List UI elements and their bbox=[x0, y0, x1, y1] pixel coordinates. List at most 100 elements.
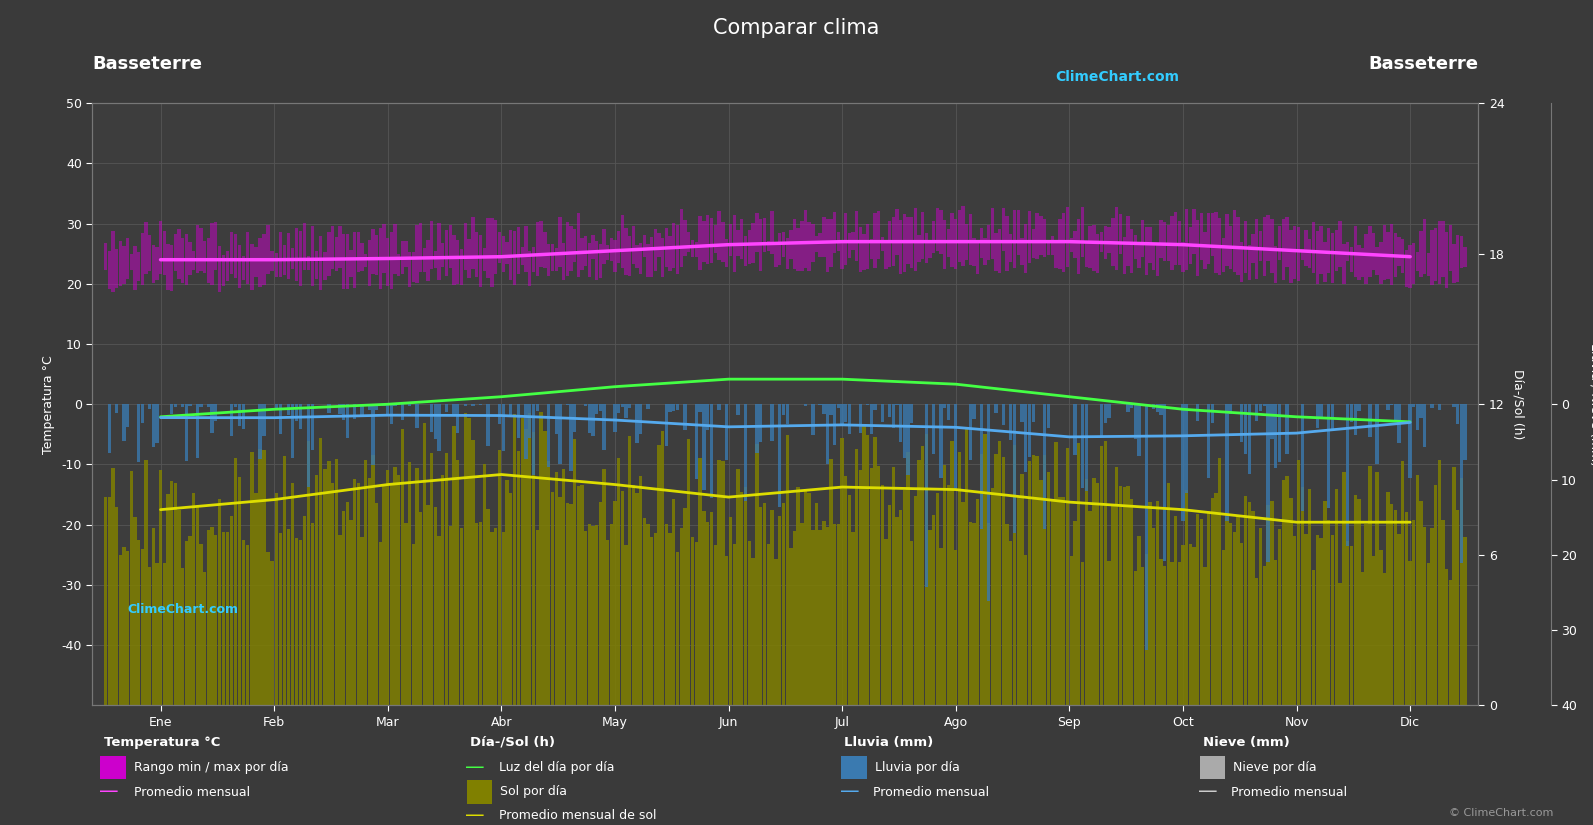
Text: Rango min / max por día: Rango min / max por día bbox=[134, 761, 288, 774]
Bar bbox=[166, 243, 169, 290]
Bar bbox=[650, 238, 653, 276]
Bar bbox=[710, 404, 714, 497]
Bar bbox=[1263, 404, 1266, 407]
Bar bbox=[796, 228, 800, 271]
Text: Comparar clima: Comparar clima bbox=[714, 18, 879, 38]
Bar bbox=[591, 404, 594, 436]
Bar bbox=[1375, 472, 1380, 705]
Bar bbox=[929, 530, 932, 705]
Bar bbox=[408, 462, 411, 705]
Bar bbox=[430, 221, 433, 269]
Bar bbox=[546, 404, 550, 467]
Bar bbox=[1316, 535, 1319, 705]
Bar bbox=[580, 485, 583, 705]
Bar bbox=[1051, 501, 1055, 705]
Bar bbox=[1324, 501, 1327, 705]
Bar bbox=[602, 469, 605, 705]
Bar bbox=[307, 256, 311, 271]
Bar bbox=[1032, 229, 1035, 258]
Bar bbox=[346, 404, 349, 438]
Bar bbox=[605, 540, 609, 705]
Bar bbox=[594, 525, 599, 705]
Bar bbox=[1427, 563, 1431, 705]
Bar bbox=[695, 542, 698, 705]
Bar bbox=[1308, 489, 1311, 705]
Bar bbox=[1188, 544, 1192, 705]
Bar bbox=[898, 404, 903, 442]
Bar bbox=[237, 245, 242, 289]
Bar bbox=[1096, 233, 1099, 273]
Bar bbox=[1074, 404, 1077, 455]
Bar bbox=[836, 233, 840, 252]
Bar bbox=[658, 233, 661, 257]
Bar bbox=[566, 503, 569, 705]
Bar bbox=[580, 238, 583, 270]
Bar bbox=[524, 428, 527, 705]
Text: Nieve (mm): Nieve (mm) bbox=[1203, 736, 1289, 749]
Text: —: — bbox=[840, 782, 859, 802]
Bar bbox=[1203, 568, 1206, 705]
Bar bbox=[433, 404, 436, 439]
Bar bbox=[1233, 531, 1236, 705]
Bar bbox=[234, 458, 237, 705]
Bar bbox=[833, 524, 836, 705]
Bar bbox=[210, 526, 213, 705]
Y-axis label: Lluvia / Nieve (mm): Lluvia / Nieve (mm) bbox=[1588, 342, 1593, 466]
Bar bbox=[1319, 225, 1322, 275]
Text: ClimeChart.com: ClimeChart.com bbox=[1056, 70, 1179, 84]
Bar bbox=[401, 429, 405, 705]
Bar bbox=[691, 537, 695, 705]
Bar bbox=[115, 507, 118, 705]
Bar bbox=[1160, 559, 1163, 705]
Bar bbox=[1375, 248, 1380, 275]
Bar bbox=[661, 431, 664, 705]
Bar bbox=[234, 233, 237, 277]
Bar bbox=[921, 446, 924, 705]
Bar bbox=[585, 236, 588, 266]
Bar bbox=[841, 404, 844, 425]
Bar bbox=[577, 486, 580, 705]
Bar bbox=[847, 495, 851, 705]
Bar bbox=[1349, 546, 1352, 705]
Bar bbox=[1145, 228, 1149, 276]
Bar bbox=[1266, 404, 1270, 562]
Bar bbox=[728, 517, 733, 705]
Bar bbox=[610, 524, 613, 705]
Bar bbox=[1411, 520, 1416, 705]
Bar bbox=[1258, 232, 1262, 262]
Bar bbox=[881, 404, 884, 422]
Bar bbox=[844, 214, 847, 265]
Bar bbox=[1137, 404, 1141, 456]
Bar bbox=[271, 561, 274, 705]
Bar bbox=[196, 225, 199, 273]
Bar bbox=[319, 438, 322, 705]
Bar bbox=[460, 528, 464, 705]
Bar bbox=[1069, 556, 1074, 705]
Bar bbox=[516, 451, 519, 705]
Bar bbox=[374, 404, 379, 410]
Bar bbox=[983, 238, 986, 265]
Bar bbox=[667, 236, 672, 271]
Bar bbox=[126, 238, 129, 279]
Bar bbox=[202, 241, 205, 273]
Bar bbox=[800, 523, 803, 705]
Bar bbox=[1166, 483, 1169, 705]
Bar bbox=[502, 236, 505, 271]
Bar bbox=[1066, 207, 1069, 266]
Bar bbox=[706, 404, 709, 430]
Bar bbox=[631, 485, 636, 705]
Bar bbox=[804, 210, 808, 268]
Bar bbox=[405, 241, 408, 266]
Bar bbox=[906, 404, 910, 475]
Text: Lluvia por día: Lluvia por día bbox=[875, 761, 959, 774]
Bar bbox=[502, 404, 505, 451]
Bar bbox=[980, 228, 983, 258]
Bar bbox=[213, 404, 217, 421]
Bar bbox=[675, 552, 679, 705]
Bar bbox=[771, 404, 774, 441]
Bar bbox=[870, 468, 873, 705]
Bar bbox=[430, 453, 433, 705]
Bar bbox=[374, 235, 379, 275]
Bar bbox=[667, 404, 672, 412]
Bar bbox=[148, 567, 151, 705]
